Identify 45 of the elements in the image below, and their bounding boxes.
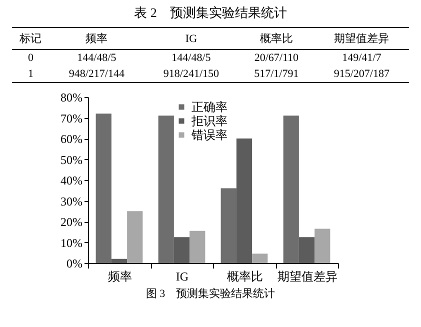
x-tick-label: 期望值差异 (277, 270, 338, 284)
category-label: 频率 (49, 28, 144, 50)
bar (236, 138, 252, 263)
bar (190, 230, 206, 263)
category-label: 期望值差异 (314, 28, 409, 50)
y-tick-label: 60% (60, 132, 82, 146)
bar (314, 228, 330, 263)
category-label: 标记 (12, 28, 50, 50)
y-tick-label: 40% (60, 174, 82, 188)
legend-label: 错误率 (190, 128, 228, 142)
text: 915/207/187 (314, 66, 409, 82)
legend-label: 拒识率 (190, 114, 228, 128)
y-tick-label: 80% (60, 90, 82, 104)
bar (158, 116, 174, 263)
y-tick-label: 30% (60, 194, 82, 208)
y-tick-label: 0% (66, 256, 82, 270)
caption: 图 3 预测集实验结果统计 (144, 286, 276, 301)
text: 1 (12, 66, 50, 82)
bar (111, 258, 128, 263)
text: 144/48/5 (76, 51, 118, 66)
text: 517/1/791 (238, 66, 314, 82)
x-tick-label: IG (176, 270, 189, 284)
x-tick-label: 概率比 (226, 270, 263, 284)
bar (283, 116, 299, 263)
bar (174, 237, 190, 263)
bar (298, 237, 315, 263)
text: 149/41/7 (341, 51, 382, 66)
category-label: IG (144, 28, 239, 50)
text: 20/67/110 (253, 51, 300, 66)
text: 948/217/144 (49, 66, 144, 82)
bar (252, 254, 268, 263)
y-tick-label: 50% (60, 152, 82, 167)
text: 表 2 预测集实验结果统计 (133, 4, 288, 22)
bar (127, 211, 143, 263)
y-tick-label: 20% (60, 215, 82, 229)
bar (220, 188, 236, 263)
x-tick-label: 频率 (108, 270, 132, 284)
bar (96, 114, 112, 263)
text: 918/241/150 (144, 66, 239, 82)
y-tick-label: 70% (60, 111, 82, 126)
y-tick-label: 10% (60, 236, 82, 250)
category-label: 概率比 (238, 28, 314, 50)
text: 144/48/5 (170, 51, 212, 66)
text: 0 (26, 51, 34, 66)
legend-label: 正确率 (192, 100, 228, 114)
